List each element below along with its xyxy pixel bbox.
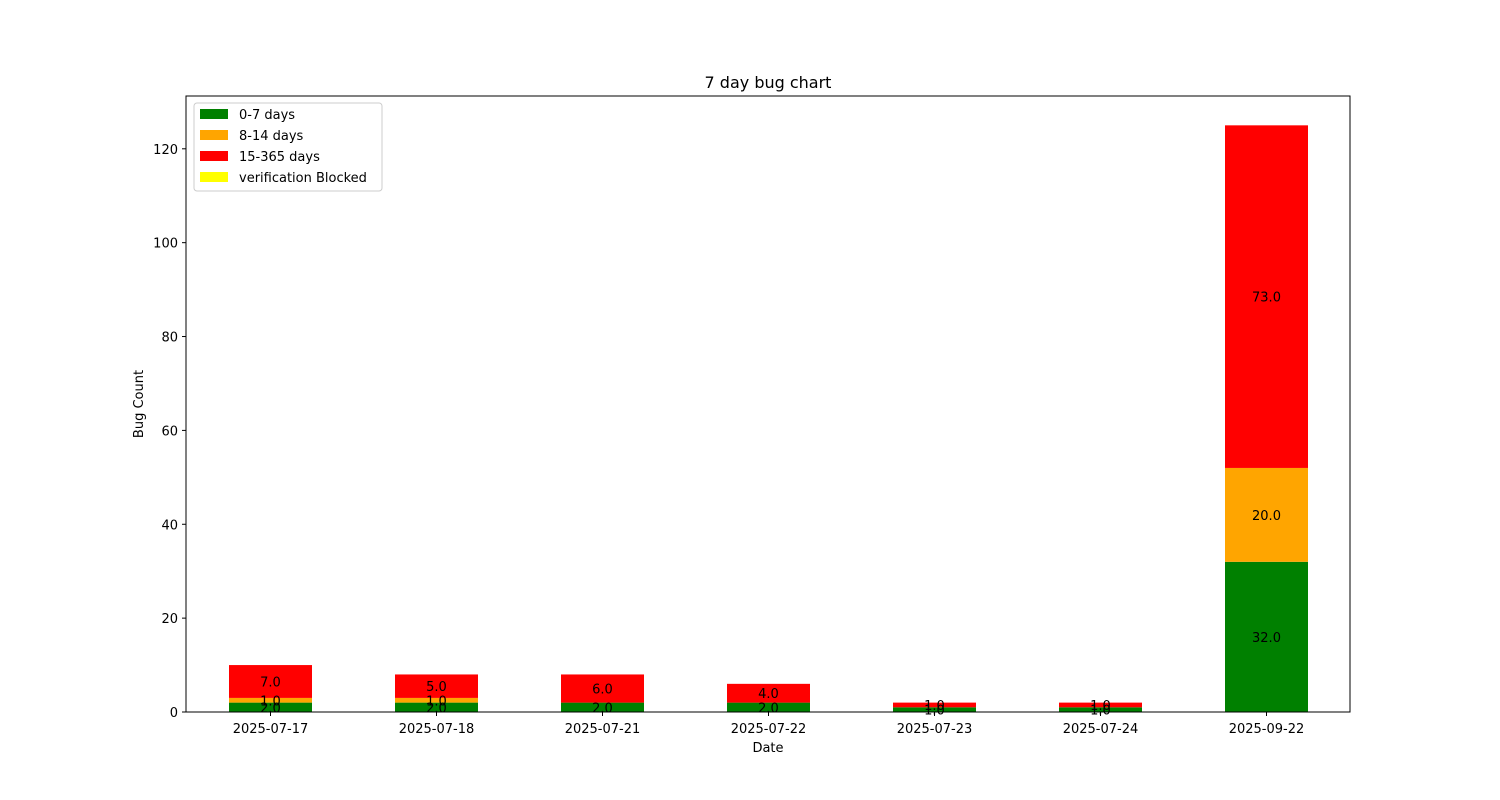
- bar-value-label: 1.0: [924, 699, 945, 714]
- y-tick-label: 60: [161, 424, 178, 439]
- y-axis: 0 20 40 60 80 100 120: [153, 143, 186, 721]
- legend-swatch: [200, 109, 228, 119]
- bar-segment: [561, 674, 644, 703]
- legend-label: 15-365 days: [239, 150, 320, 165]
- x-tick-label: 2025-09-22: [1229, 722, 1305, 737]
- plot-area: 2.01.07.02.01.05.02.06.02.04.01.01.0 1.01…: [185, 95, 1351, 719]
- bar-segment: [1059, 707, 1142, 712]
- bar-segment: [229, 697, 312, 703]
- bar-value-label: 5.0: [426, 680, 447, 695]
- legend: 0-7 days 8-14 days 15-365 days verification…: [193, 102, 383, 192]
- bar-value-label: 2.0: [758, 701, 779, 716]
- x-tick-label: 2025-07-17: [233, 722, 309, 737]
- bar-value-label: 7.0: [260, 675, 281, 690]
- bar-value-label: 2.0: [592, 701, 613, 716]
- y-tick-label: 40: [161, 518, 178, 533]
- bar-segment: [395, 702, 478, 712]
- legend-box: [193, 102, 383, 192]
- legend-label: 0-7 days: [239, 108, 295, 123]
- bar-segment: [561, 702, 644, 712]
- bar-value-label: 1.0: [1090, 704, 1111, 719]
- legend-swatch: [200, 172, 228, 182]
- x-tick-label: 2025-07-23: [897, 722, 973, 737]
- x-axis: 2025-07-17 2025-07-18 2025-07-21 2025-07-22…: [233, 712, 1305, 737]
- bar-segment: [1225, 561, 1308, 712]
- bar-value-label: 2.0: [426, 701, 447, 716]
- legend-label: verification Blocked: [239, 171, 367, 186]
- bar-value-label: 1.0: [1090, 699, 1111, 714]
- x-tick-label: 2025-07-18: [399, 722, 475, 737]
- bar-value-label: 32.0: [1252, 631, 1281, 646]
- x-tick-label: 2025-07-24: [1063, 722, 1139, 737]
- y-tick-label: 120: [153, 143, 178, 158]
- legend-label: 8-14 days: [239, 129, 304, 144]
- y-tick-label: 100: [153, 237, 178, 252]
- bar-segment: [727, 683, 810, 703]
- bar-value-label: 1.0: [260, 694, 281, 709]
- legend-swatch: [200, 151, 228, 161]
- y-axis-label: Bug Count: [132, 370, 147, 438]
- bar-segment: [1225, 125, 1308, 468]
- bar-segment: [229, 702, 312, 712]
- bar-value-label: 1.0: [924, 704, 945, 719]
- bar-segment: [395, 674, 478, 698]
- bar-value-label: 1.0: [426, 694, 447, 709]
- x-tick-label: 2025-07-21: [565, 722, 641, 737]
- bar-value-label: 2.0: [260, 701, 281, 716]
- chart-title: 7 day bug chart: [705, 73, 832, 92]
- bar-segment: [727, 702, 810, 712]
- x-tick-label: 2025-07-22: [731, 722, 807, 737]
- bar-value-label: 20.0: [1252, 509, 1281, 524]
- bar-segment: [1225, 467, 1308, 562]
- legend-swatch: [200, 130, 228, 140]
- bar-segment: [1059, 702, 1142, 708]
- y-tick-label: 80: [161, 331, 178, 346]
- bar-value-label: 73.0: [1252, 291, 1281, 306]
- y-tick-label: 0: [170, 706, 178, 721]
- y-tick-label: 20: [161, 612, 178, 627]
- bar-segment: [229, 665, 312, 698]
- bar-segment: [395, 697, 478, 703]
- bar-segment: [893, 707, 976, 712]
- x-axis-label: Date: [752, 741, 783, 756]
- bar-value-label: 4.0: [758, 687, 779, 702]
- bar-value-label: 6.0: [592, 683, 613, 698]
- bar-segment: [893, 702, 976, 708]
